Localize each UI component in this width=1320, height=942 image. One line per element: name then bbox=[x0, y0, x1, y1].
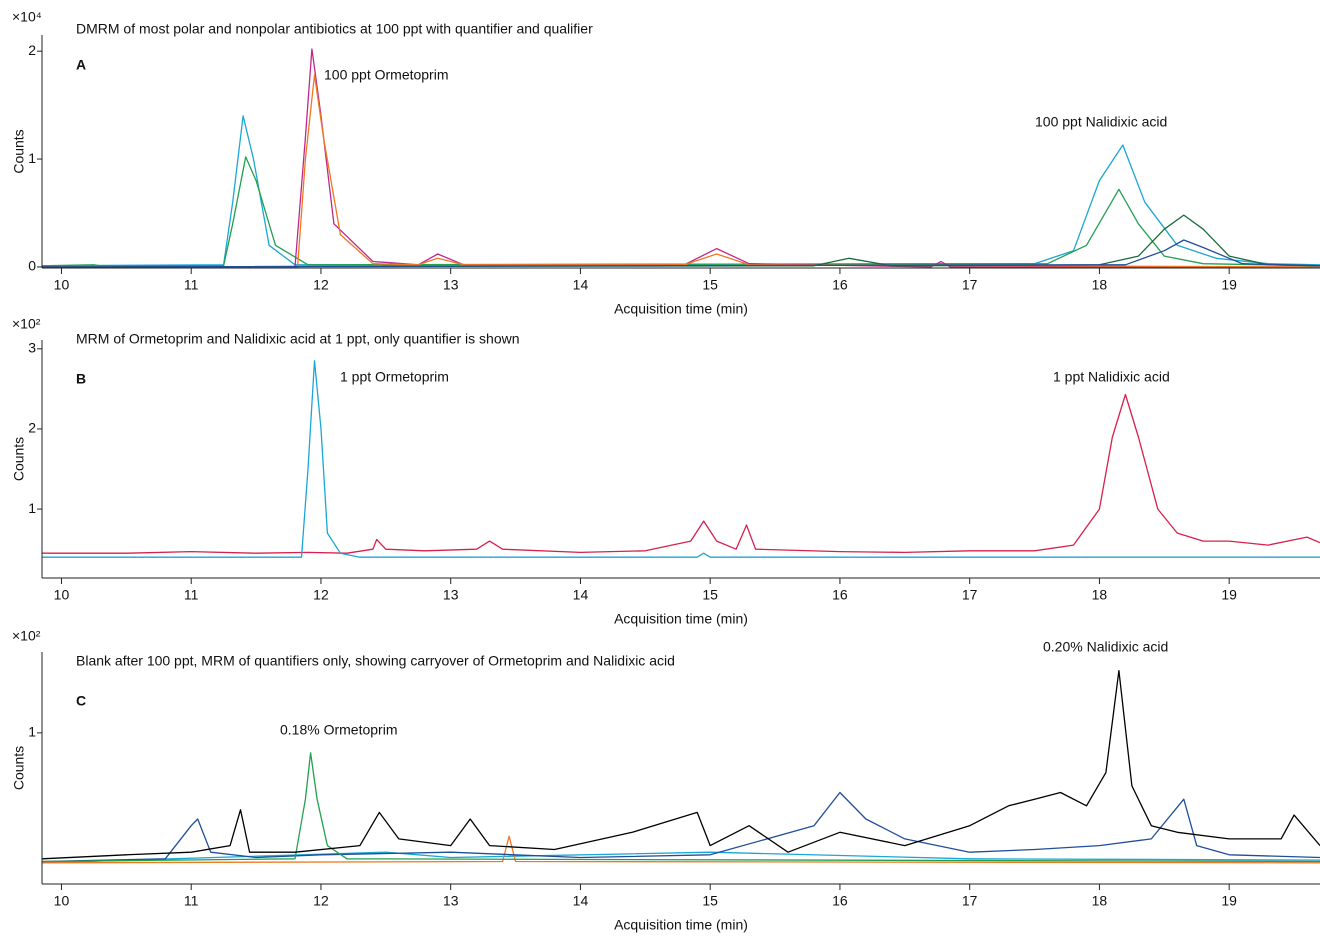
x-axis-label: Acquisition time (min) bbox=[614, 301, 748, 317]
x-tick-label: 11 bbox=[184, 893, 199, 909]
x-axis-label: Acquisition time (min) bbox=[614, 611, 748, 627]
y-multiplier: ×10² bbox=[12, 628, 41, 644]
x-tick-label: 13 bbox=[443, 893, 459, 909]
x-tick-label: 11 bbox=[184, 587, 199, 603]
trace bbox=[41, 239, 1320, 268]
y-multiplier: ×10² bbox=[12, 316, 41, 332]
x-tick-label: 19 bbox=[1221, 587, 1237, 603]
trace bbox=[42, 74, 1320, 268]
y-multiplier: ×10⁴ bbox=[12, 9, 42, 25]
x-tick-label: 12 bbox=[313, 893, 329, 909]
x-tick-label: 14 bbox=[573, 277, 589, 293]
y-tick-label: 0 bbox=[28, 258, 36, 274]
x-tick-label: 18 bbox=[1092, 587, 1108, 603]
y-tick-label: 2 bbox=[28, 420, 36, 436]
y-axis-label: Counts bbox=[11, 129, 27, 173]
y-tick-label: 2 bbox=[28, 42, 36, 58]
annotation: 1 ppt Ormetoprim bbox=[340, 369, 449, 385]
trace bbox=[42, 360, 1320, 558]
x-tick-label: 16 bbox=[832, 893, 848, 909]
x-tick-label: 10 bbox=[54, 277, 70, 293]
x-tick-label: 19 bbox=[1221, 893, 1237, 909]
y-tick-label: 3 bbox=[28, 340, 36, 356]
x-tick-label: 14 bbox=[573, 587, 589, 603]
y-tick-label: 1 bbox=[28, 150, 36, 166]
x-tick-label: 18 bbox=[1092, 277, 1108, 293]
trace bbox=[41, 214, 1320, 268]
annotation: 100 ppt Nalidixic acid bbox=[1035, 114, 1167, 130]
panel-subtitle: Blank after 100 ppt, MRM of quantifiers … bbox=[76, 653, 675, 669]
trace bbox=[41, 791, 1320, 863]
x-tick-label: 12 bbox=[313, 587, 329, 603]
panel-subtitle: MRM of Ormetoprim and Nalidixic acid at … bbox=[76, 331, 520, 347]
annotation: 100 ppt Ormetoprim bbox=[324, 67, 449, 83]
y-tick-label: 1 bbox=[28, 500, 36, 516]
x-tick-label: 15 bbox=[702, 277, 718, 293]
x-tick-label: 14 bbox=[573, 893, 589, 909]
annotation: 0.20% Nalidixic acid bbox=[1043, 639, 1168, 655]
panel-subtitle: DMRM of most polar and nonpolar antibiot… bbox=[76, 21, 593, 37]
x-tick-label: 17 bbox=[962, 587, 978, 603]
x-tick-label: 17 bbox=[962, 893, 978, 909]
x-tick-label: 19 bbox=[1221, 277, 1237, 293]
annotation: 0.18% Ormetoprim bbox=[280, 722, 397, 738]
x-tick-label: 12 bbox=[313, 277, 329, 293]
trace bbox=[41, 851, 1320, 864]
x-tick-label: 11 bbox=[184, 277, 199, 293]
trace bbox=[41, 156, 1320, 267]
trace bbox=[41, 115, 1320, 267]
panel-label: C bbox=[76, 693, 86, 709]
x-axis-label: Acquisition time (min) bbox=[614, 917, 748, 933]
trace bbox=[42, 393, 1320, 554]
x-tick-label: 13 bbox=[443, 587, 459, 603]
trace bbox=[41, 752, 1320, 863]
x-tick-label: 16 bbox=[832, 277, 848, 293]
x-tick-label: 10 bbox=[54, 587, 70, 603]
x-tick-label: 15 bbox=[702, 587, 718, 603]
trace bbox=[41, 669, 1320, 860]
x-tick-label: 15 bbox=[702, 893, 718, 909]
x-tick-label: 16 bbox=[832, 587, 848, 603]
y-axis-label: Counts bbox=[11, 437, 27, 481]
panel-label: A bbox=[76, 57, 86, 73]
y-axis-label: Counts bbox=[11, 746, 27, 790]
x-tick-label: 13 bbox=[443, 277, 459, 293]
y-tick-label: 1 bbox=[28, 724, 36, 740]
trace bbox=[41, 835, 1320, 864]
x-tick-label: 18 bbox=[1092, 893, 1108, 909]
annotation: 1 ppt Nalidixic acid bbox=[1053, 369, 1170, 385]
panel-label: B bbox=[76, 371, 86, 387]
x-tick-label: 10 bbox=[54, 893, 70, 909]
x-tick-label: 17 bbox=[962, 277, 978, 293]
